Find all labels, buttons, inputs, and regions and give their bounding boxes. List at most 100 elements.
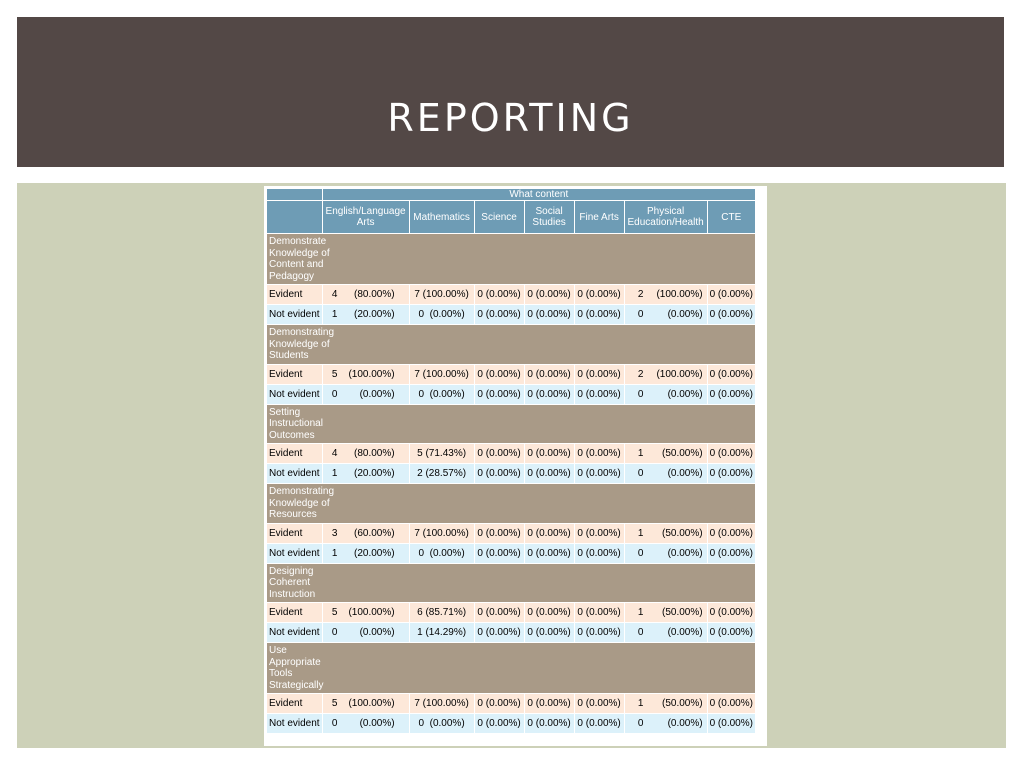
cell-cte: 0 (0.00%) xyxy=(707,623,755,642)
cell-pe-percent: (100.00%) xyxy=(656,289,703,300)
cell-ela-count: 1 xyxy=(331,547,338,559)
cell-pe: 0 (0.00%) xyxy=(624,623,707,642)
cell-pe-count: 0 xyxy=(637,547,644,559)
cell-pe-count: 2 xyxy=(637,289,644,300)
section-title-line: Outcomes xyxy=(269,429,315,441)
cell-ela: 5 (100.00%) xyxy=(322,364,409,384)
cell-math: 1 (14.29%) xyxy=(409,623,474,642)
cell-math: 0 (0.00%) xyxy=(409,714,474,733)
slide-title: REPORTING xyxy=(387,96,634,140)
col-header-fine-arts: Fine Arts xyxy=(574,201,624,233)
cell-math: 7 (100.00%) xyxy=(409,694,474,713)
cell-science: 0 (0.00%) xyxy=(474,714,524,733)
cell-ela-percent: (20.00%) xyxy=(354,309,395,320)
cell-pe-count: 1 xyxy=(637,607,644,618)
section-title-line: Pedagogy xyxy=(269,270,315,282)
cell-pe-percent: (0.00%) xyxy=(667,309,703,320)
cell-pe-percent: (0.00%) xyxy=(667,627,703,638)
cell-ela: 0 (0.00%) xyxy=(322,384,409,404)
col-header-social: Social Studies xyxy=(524,201,574,233)
cell-pe-percent: (50.00%) xyxy=(662,448,703,459)
table-row: Not evident 0 (0.00%) 1 (14.29%) 0 (0.00%) 0 … xyxy=(267,623,755,642)
cell-pe-percent: (100.00%) xyxy=(656,368,703,380)
row-label: Not evident xyxy=(267,714,322,733)
cell-math: 5 (71.43%) xyxy=(409,444,474,463)
section-title-line: Instruction xyxy=(269,588,316,600)
cell-social-studies: 0 (0.00%) xyxy=(524,543,574,563)
cell-science: 0 (0.00%) xyxy=(474,364,524,384)
cell-fine-arts: 0 (0.00%) xyxy=(574,523,624,543)
section-title-line: Demonstrating xyxy=(269,327,335,338)
cell-cte: 0 (0.00%) xyxy=(707,305,755,324)
section-title-line: Tools xyxy=(269,668,293,679)
cell-ela-count: 3 xyxy=(331,527,338,539)
cell-science: 0 (0.00%) xyxy=(474,305,524,324)
col-header-fine-arts-label: Fine Arts xyxy=(579,211,619,223)
cell-ela-percent: (100.00%) xyxy=(348,698,395,709)
section-header-row: Demonstrating Knowledge of Resources xyxy=(267,484,755,523)
cell-pe-percent: (50.00%) xyxy=(662,527,703,539)
table-row: Not evident 0 (0.00%) 0 (0.00%) 0 (0.00%) 0 (… xyxy=(267,714,755,733)
col-header-math: Mathematics xyxy=(409,201,474,233)
cell-pe: 2 (100.00%) xyxy=(624,364,707,384)
col-header-pe-line1: Physical xyxy=(646,206,685,217)
cell-ela-percent: (20.00%) xyxy=(354,547,395,559)
cell-pe-count: 1 xyxy=(637,698,644,709)
col-header-social-line2: Studies xyxy=(532,217,566,228)
corner-header-cell xyxy=(267,189,322,200)
table-row: Evident 5 (100.00%) 7 (100.00%) 0 (0.00%) 0 (… xyxy=(267,694,755,713)
cell-pe: 0 (0.00%) xyxy=(624,543,707,563)
col-header-social-line1: Social xyxy=(535,206,563,217)
cell-fine-arts: 0 (0.00%) xyxy=(574,623,624,642)
section-title-line: Appropriate xyxy=(269,656,321,668)
col-header-math-label: Mathematics xyxy=(413,211,470,223)
col-header-science-label: Science xyxy=(481,211,517,223)
cell-ela: 0 (0.00%) xyxy=(322,714,409,733)
cell-social-studies: 0 (0.00%) xyxy=(524,364,574,384)
section-title-line: Knowledge of xyxy=(269,497,330,509)
cell-ela-percent: (100.00%) xyxy=(348,368,395,380)
section-title-line: Resources xyxy=(269,509,317,520)
row-label: Not evident xyxy=(267,543,322,563)
section-header-row: Demonstrating Knowledge of Students xyxy=(267,325,755,364)
section-title-line: Setting xyxy=(269,406,301,418)
cell-math: 7 (100.00%) xyxy=(409,523,474,543)
cell-pe: 1 (50.00%) xyxy=(624,523,707,543)
cell-ela-percent: (60.00%) xyxy=(354,527,395,539)
row-label: Evident xyxy=(267,364,322,384)
cell-fine-arts: 0 (0.00%) xyxy=(574,364,624,384)
group-header: What content xyxy=(322,189,755,200)
cell-ela-percent: (0.00%) xyxy=(359,388,395,400)
cell-pe-percent: (0.00%) xyxy=(667,718,703,729)
cell-ela: 5 (100.00%) xyxy=(322,603,409,622)
cell-pe-count: 1 xyxy=(637,527,644,539)
cell-pe-percent: (50.00%) xyxy=(662,607,703,618)
cell-social-studies: 0 (0.00%) xyxy=(524,305,574,324)
table-row: Not evident 0 (0.00%) 0 (0.00%) 0 (0.00%) 0 (… xyxy=(267,384,755,404)
cell-ela-count: 4 xyxy=(331,289,338,300)
cell-cte: 0 (0.00%) xyxy=(707,694,755,713)
table-row: Evident 5 (100.00%) 6 (85.71%) 0 (0.00%) 0 (0… xyxy=(267,603,755,622)
section-title-line: Coherent xyxy=(269,577,311,588)
section-header-row: Setting Instructional Outcomes xyxy=(267,404,755,443)
cell-ela-count: 0 xyxy=(331,627,338,638)
cell-social-studies: 0 (0.00%) xyxy=(524,285,574,304)
col-header-cte-label: CTE xyxy=(721,211,742,223)
col-header-ela-line2: Arts xyxy=(356,217,375,228)
cell-cte: 0 (0.00%) xyxy=(707,384,755,404)
section-title-line: Designing xyxy=(269,565,314,577)
cell-pe-count: 2 xyxy=(637,368,644,380)
row-label: Not evident xyxy=(267,384,322,404)
cell-math: 6 (85.71%) xyxy=(409,603,474,622)
cell-fine-arts: 0 (0.00%) xyxy=(574,603,624,622)
section-title-line: Strategically xyxy=(269,679,324,691)
cell-cte: 0 (0.00%) xyxy=(707,543,755,563)
col-header-pe-line2: Education/Health xyxy=(627,217,704,228)
cell-ela-percent: (100.00%) xyxy=(348,607,395,618)
cell-pe-count: 0 xyxy=(637,718,644,729)
cell-science: 0 (0.00%) xyxy=(474,623,524,642)
cell-pe: 0 (0.00%) xyxy=(624,714,707,733)
cell-ela: 3 (60.00%) xyxy=(322,523,409,543)
cell-fine-arts: 0 (0.00%) xyxy=(574,444,624,463)
col-header-ela-line1: English/Language xyxy=(325,206,406,217)
